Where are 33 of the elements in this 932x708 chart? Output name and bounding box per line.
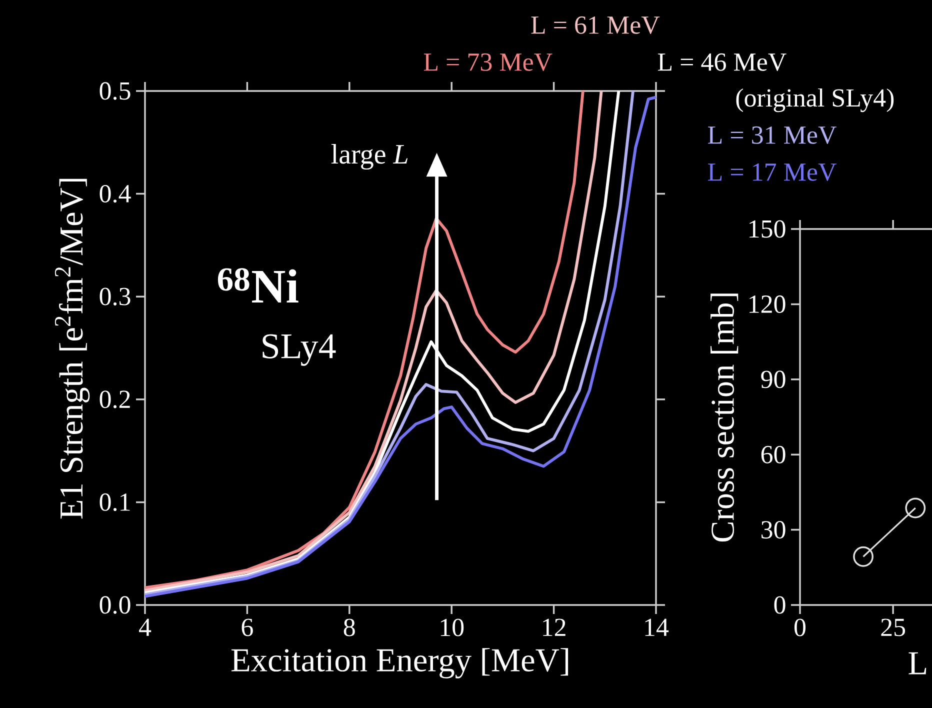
y-tick-label: 0.3 (100, 288, 130, 306)
y-tick-label: 0 (774, 596, 786, 614)
y-tick-label: 0.4 (100, 184, 131, 203)
y-tick-label: 90 (761, 370, 786, 388)
annotation: SLy4 (262, 334, 336, 366)
x-tick-label: 14 (645, 618, 669, 636)
y-tick-label: 150 (750, 220, 786, 238)
y-tick-label: 0.5 (100, 82, 130, 100)
y-tick-label: 30 (762, 521, 786, 539)
y-tick-label: 60 (761, 446, 786, 464)
annotation: large L (331, 144, 408, 170)
series-label: L = 73 MeV (424, 53, 552, 72)
text: L = 61 MeV (531, 16, 660, 34)
x-tick-label: 25 (881, 618, 906, 636)
x-tick-label: 8 (344, 618, 355, 636)
y-tick-label: 0.2 (100, 390, 130, 408)
y-axis-title: E1 Strength [e$^{2}$fm$^{2}$/MeV] (54, 178, 90, 519)
y-tick-label: 120 (750, 295, 786, 313)
y-tick-label: 0.1 (100, 493, 130, 512)
x-tick-label: 4 (139, 618, 152, 636)
x-tick-label: 10 (440, 618, 464, 636)
text: (original SLy4) (736, 88, 894, 112)
y-tick-label: 0.0 (100, 596, 130, 614)
x-axis-title: L (908, 652, 926, 674)
x-tick-label: 12 (543, 618, 566, 636)
x-axis-title: Excitation Energy [MeV] (231, 648, 568, 678)
annotation: $^{68}$Ni (218, 268, 298, 302)
text: L = 31 MeV (708, 126, 836, 144)
y-axis-title: Cross section [mb] (710, 294, 738, 542)
series-label: L = 46 MeV (658, 53, 786, 72)
x-tick-label: 6 (242, 618, 253, 636)
text: L = 17 MeV (708, 163, 836, 181)
x-tick-label: 0 (794, 618, 806, 636)
